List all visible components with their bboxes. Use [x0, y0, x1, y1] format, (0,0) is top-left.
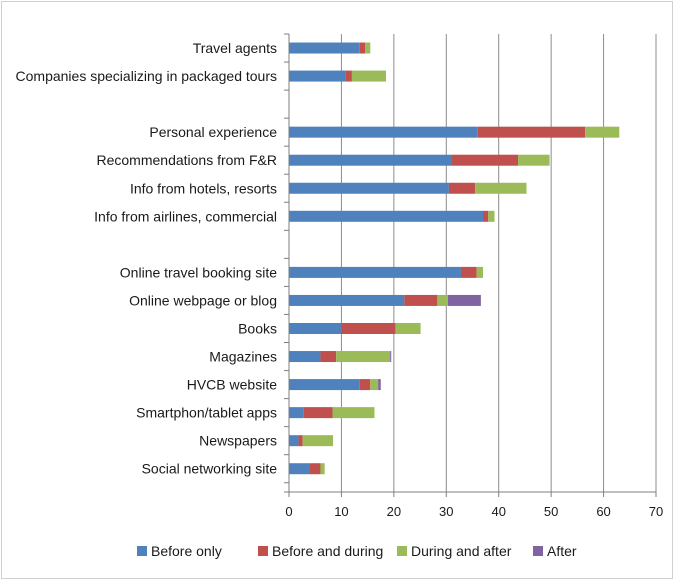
legend-swatch — [258, 546, 268, 556]
bar-segment — [378, 379, 381, 391]
bar-segment — [476, 266, 483, 278]
bar-segment — [309, 463, 321, 475]
bar-segment — [320, 351, 337, 363]
category-label: Social networking site — [142, 461, 278, 477]
bar-segment — [320, 463, 325, 475]
x-tick-label: 20 — [387, 504, 401, 519]
category-label: Smartphon/tablet apps — [136, 405, 277, 421]
legend-swatch — [137, 546, 147, 556]
bar-segment — [488, 210, 495, 222]
category-label: Personal experience — [149, 124, 277, 140]
bar-segment — [447, 294, 481, 306]
bar-segment — [289, 322, 342, 334]
bar-segment — [341, 322, 396, 334]
bar-segment — [289, 42, 360, 54]
category-label: Books — [238, 320, 277, 336]
x-tick-label: 40 — [491, 504, 505, 519]
bar-segment — [365, 42, 371, 54]
legend-label: After — [547, 543, 577, 559]
legend-swatch — [533, 546, 543, 556]
x-tick-label: 0 — [285, 504, 292, 519]
legend-label: Before and during — [272, 543, 383, 559]
axes — [284, 33, 657, 497]
bar-segment — [359, 379, 371, 391]
bar-segment — [336, 351, 391, 363]
category-label: Companies specializing in packaged tours — [16, 68, 277, 84]
x-tick-label: 60 — [596, 504, 610, 519]
category-label: Magazines — [209, 349, 277, 365]
bar-segment — [289, 379, 360, 391]
category-label: Newspapers — [199, 433, 277, 449]
bar-segment — [482, 210, 489, 222]
bar-segment — [351, 70, 386, 82]
category-label: Info from airlines, commercial — [94, 208, 277, 224]
bar-segment — [390, 351, 392, 363]
bars — [289, 42, 620, 475]
bar-segment — [302, 435, 334, 447]
bar-segment — [460, 266, 477, 278]
category-label: Recommendations from F&R — [96, 152, 277, 168]
bar-segment — [289, 351, 321, 363]
bar-segment — [289, 70, 346, 82]
bar-segment — [359, 42, 366, 54]
bar-segment — [289, 407, 304, 419]
x-tick-label: 70 — [649, 504, 663, 519]
bar-segment — [289, 435, 299, 447]
category-labels: Travel agents Companies specializing in p… — [16, 40, 278, 477]
bar-segment — [289, 294, 405, 306]
x-tick-label: 30 — [439, 504, 453, 519]
x-tick-label: 10 — [334, 504, 348, 519]
bar-segment — [451, 154, 519, 166]
bar-segment — [345, 70, 352, 82]
gridlines — [340, 34, 657, 492]
legend-label: Before only — [151, 543, 222, 559]
tick-labels: 0 10 20 30 40 50 60 70 — [285, 504, 663, 519]
bar-segment — [518, 154, 550, 166]
bar-segment — [303, 407, 333, 419]
bar-segment — [475, 182, 527, 194]
bar-segment — [448, 182, 476, 194]
category-label: Info from hotels, resorts — [130, 180, 277, 196]
bar-segment — [585, 126, 620, 138]
bar-segment — [395, 322, 421, 334]
category-label: HVCB website — [187, 377, 277, 393]
x-tick-label: 50 — [544, 504, 558, 519]
category-label: Online webpage or blog — [129, 292, 277, 308]
category-label: Online travel booking site — [120, 264, 277, 280]
bar-segment — [370, 379, 379, 391]
bar-segment — [289, 182, 449, 194]
bar-segment — [477, 126, 586, 138]
bar-segment — [332, 407, 375, 419]
bar-segment — [289, 126, 478, 138]
bar-segment — [289, 266, 461, 278]
legend-label: During and after — [411, 543, 512, 559]
legend-swatch — [397, 546, 407, 556]
bar-segment — [404, 294, 438, 306]
bar-segment — [289, 210, 483, 222]
legend: Before only Before and during During and a… — [137, 543, 577, 559]
bar-segment — [289, 154, 452, 166]
category-label: Travel agents — [193, 40, 277, 56]
bar-segment — [298, 435, 303, 447]
bar-segment — [437, 294, 448, 306]
bar-segment — [289, 463, 310, 475]
